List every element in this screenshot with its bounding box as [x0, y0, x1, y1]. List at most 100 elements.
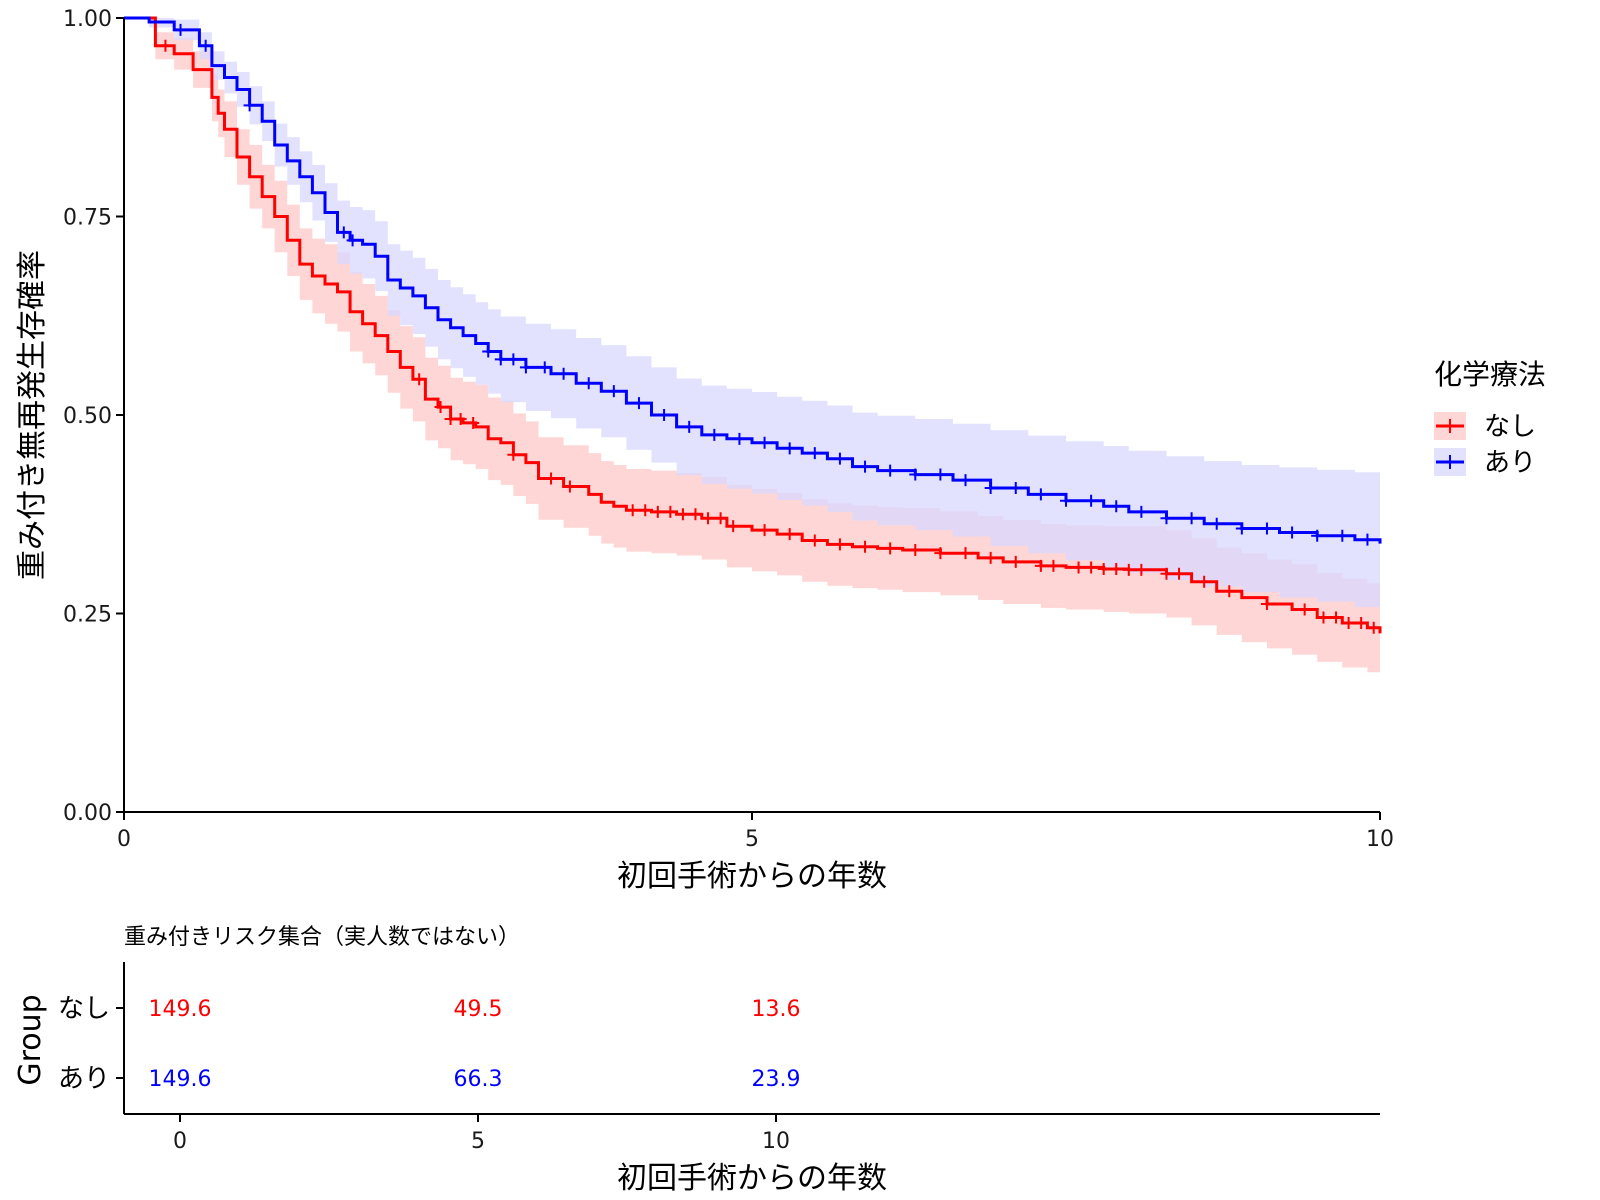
- series-1-censor-mark-4: [444, 412, 457, 425]
- risk-row-1-value-2: 49.5: [454, 997, 503, 1022]
- series-1-censor-mark-15: [689, 508, 702, 521]
- series-2-censor-mark-6: [482, 345, 495, 358]
- series-2-censor-mark-17: [708, 428, 721, 441]
- risk-row-1-value-1: 149.6: [149, 997, 212, 1022]
- series-1-censor-mark-9: [563, 480, 576, 493]
- series-2-censor-mark-33: [1110, 500, 1123, 513]
- series-1-censor-mark-40: [1198, 575, 1211, 588]
- series-2-censor-mark-32: [1085, 494, 1098, 507]
- series-1-censor-mark-11: [639, 504, 652, 517]
- risk-x-ticks: 0 5 10: [173, 1114, 790, 1154]
- series-2-censor-mark-43: [1361, 533, 1374, 546]
- series-2-censor-mark-39: [1260, 522, 1273, 535]
- series-2-censor-mark-5: [346, 234, 359, 247]
- series-2-censor-mark-9: [519, 361, 532, 374]
- series-1-censor-mark-36: [1122, 563, 1135, 576]
- risk-row-1-group-label: なし: [58, 994, 110, 1024]
- risk-row-2-value-1: 149.6: [149, 1067, 212, 1092]
- series-2-censor-mark-37: [1210, 517, 1223, 530]
- risk-row-1-value-3: 13.6: [752, 997, 801, 1022]
- series-1-censor-mark-17: [714, 512, 727, 525]
- series-1-censor-mark-20: [783, 528, 796, 541]
- risk-x-tick-label-3: 10: [762, 1129, 790, 1154]
- legend-item-1-label: なし: [1484, 412, 1536, 442]
- x-axis-title: 初回手術からの年数: [617, 859, 887, 894]
- series-2-censor-mark-42: [1336, 529, 1349, 542]
- legend-title: 化学療法: [1434, 358, 1546, 391]
- series-1-censor-mark-21: [808, 534, 821, 547]
- series-2-censor-mark-21: [808, 447, 821, 460]
- series-2-censor-mark-30: [1034, 488, 1047, 501]
- risk-row-2-value-2: 66.3: [454, 1067, 503, 1092]
- series-2-censor-mark-16: [683, 420, 696, 433]
- y-tick-label-5: 1.00: [63, 7, 112, 32]
- series-2-censor-mark-10: [538, 361, 551, 374]
- series-1-censor-mark-5: [454, 412, 467, 425]
- series-1-censor-mark-1: [159, 39, 172, 52]
- series-2-censor-mark-29: [1009, 482, 1022, 495]
- series-2-censor-mark-3: [243, 99, 256, 112]
- x-tick-label-2: 5: [745, 827, 759, 852]
- series-2-censor-mark-28: [984, 482, 997, 495]
- series-2-censor-mark-34: [1135, 505, 1148, 518]
- series-1-censor-mark-35: [1110, 563, 1123, 576]
- series-1-censor-mark-34: [1097, 563, 1110, 576]
- series-2-censor-mark-13: [607, 385, 620, 398]
- risk-rows: なし 149.6 49.5 13.6 あり 149.6 66.3 23.9: [58, 994, 801, 1094]
- series-1-censor-mark-44: [1317, 611, 1330, 624]
- series-2-censor-mark-15: [658, 409, 671, 421]
- series-1-censor-mark-2: [413, 373, 426, 386]
- series-2-censor-mark-1: [174, 23, 187, 36]
- series-2-censor-mark-27: [959, 474, 972, 487]
- series-2-censor-mark-31: [1060, 494, 1072, 507]
- series-2-censor-mark-40: [1286, 526, 1299, 539]
- risk-row-2-value-3: 23.9: [752, 1067, 801, 1092]
- series-1-censor-mark-6: [467, 416, 480, 429]
- series-1-censor-mark-42: [1260, 597, 1273, 610]
- series-1-censor-mark-29: [1009, 555, 1022, 568]
- series-1-censor-mark-13: [664, 505, 677, 518]
- risk-table: 重み付きリスク集合（実人数ではない） なし 149.6 49.5 13.6 あり 149.…: [13, 925, 1380, 1196]
- series-1-censor-mark-39: [1173, 567, 1186, 580]
- series-1-censor-mark-16: [702, 512, 715, 525]
- series-2-censor-mark-12: [582, 377, 595, 390]
- series-1-censor-mark-18: [727, 520, 740, 533]
- series-2-censor-mark-18: [733, 432, 746, 445]
- x-ticks: 0 5 10: [117, 812, 1394, 852]
- series-2-censor-mark-23: [859, 460, 872, 473]
- y-tick-label-1: 0.00: [63, 801, 112, 826]
- series-2-censor-mark-4: [337, 226, 350, 239]
- series-1-censor-mark-27: [959, 547, 972, 560]
- series-2-censor-mark-26: [934, 468, 947, 481]
- series-2-censor-mark-14: [632, 397, 645, 410]
- series-1-censor-mark-43: [1298, 603, 1311, 616]
- series-1-censor-mark-37: [1135, 563, 1148, 576]
- series-2-censor-mark-41: [1311, 529, 1324, 542]
- series-1-censor-mark-41: [1223, 585, 1236, 598]
- risk-x-tick-label-1: 0: [173, 1129, 187, 1154]
- series-2-censor-mark-7: [494, 353, 507, 366]
- series-1-censor-mark-25: [909, 543, 922, 556]
- series-1-censor-mark-10: [626, 504, 639, 517]
- series-2-censor-mark-36: [1185, 512, 1198, 525]
- y-tick-label-2: 0.25: [63, 603, 112, 628]
- risk-table-title: 重み付きリスク集合（実人数ではない）: [124, 925, 520, 950]
- series-1-censor-mark-32: [1072, 561, 1085, 574]
- series-1-censor-mark-24: [884, 542, 897, 555]
- series-1-censor-mark-31: [1047, 559, 1060, 572]
- series-1-censor-mark-26: [934, 547, 947, 560]
- series-2-censor-mark-11: [557, 367, 570, 380]
- series-1-censor-mark-47: [1355, 617, 1368, 630]
- series-1-censor-mark-7: [507, 448, 520, 461]
- legend-item-2-label: あり: [1484, 448, 1536, 478]
- series-1-censor-mark-14: [676, 508, 689, 521]
- series-2-censor-mark-25: [909, 468, 922, 481]
- series-2-censor-mark-8: [507, 353, 520, 366]
- series-1-censor-mark-28: [984, 551, 997, 564]
- series-1-censor-mark-22: [833, 538, 846, 551]
- series-1-ci-band: [124, 18, 1380, 676]
- risk-row-2-group-label: あり: [58, 1064, 110, 1094]
- series-2-censor-mark-19: [758, 436, 771, 449]
